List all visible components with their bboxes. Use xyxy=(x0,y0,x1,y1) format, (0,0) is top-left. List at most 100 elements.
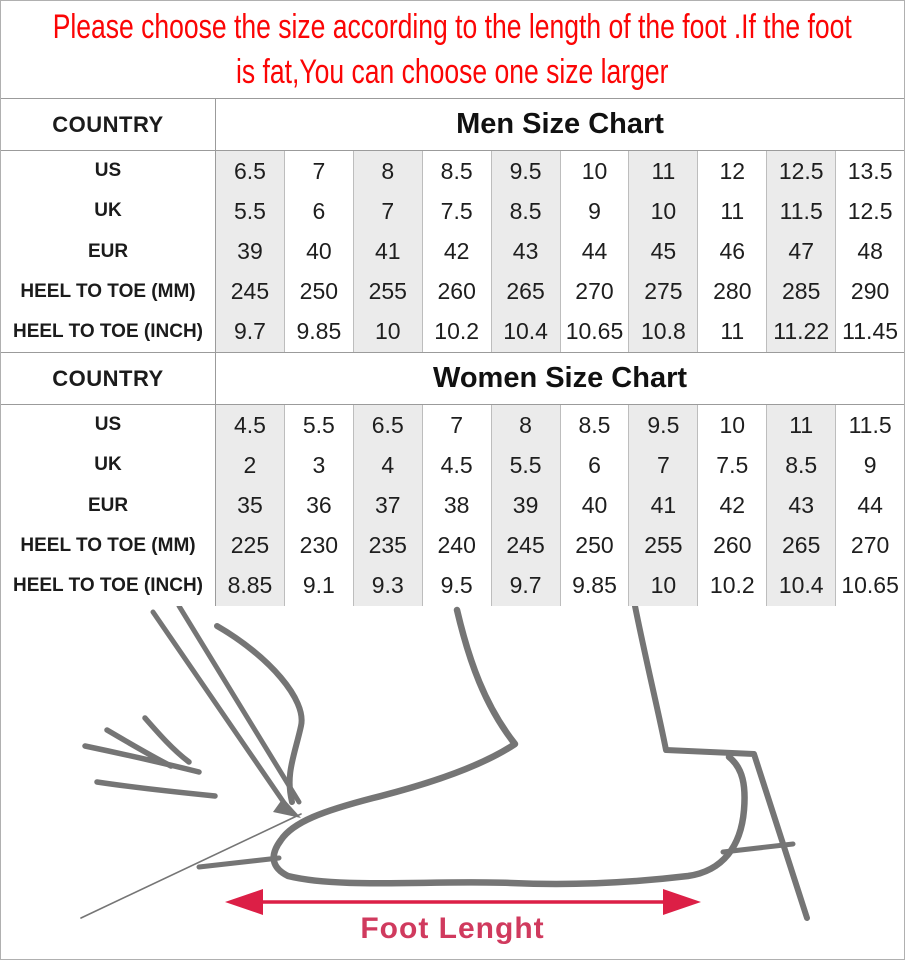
table-row: EUR 35 36 37 38 39 40 41 42 43 44 xyxy=(1,485,904,526)
size-value-cell: 250 xyxy=(559,525,629,566)
heel-mark-line xyxy=(720,841,796,855)
size-value-cell: 235 xyxy=(352,525,422,566)
row-values-heel-mm: 245 250 255 260 265 270 275 280 285 290 xyxy=(216,271,904,312)
pencil-tip xyxy=(273,798,301,818)
size-value-cell: 4.5 xyxy=(216,405,284,446)
women-table-title: Women Size Chart xyxy=(432,362,688,394)
country-header-cell: COUNTRY xyxy=(1,353,216,404)
foot-drawing xyxy=(80,603,810,921)
foot-length-arrow xyxy=(225,889,701,915)
size-value-cell: 9 xyxy=(559,191,629,232)
size-notice: Please choose the size according to the … xyxy=(1,1,904,98)
men-table-header: COUNTRY Men Size Chart xyxy=(1,99,904,151)
size-value-cell: 11.5 xyxy=(766,191,836,232)
size-value-cell: 8 xyxy=(352,151,422,192)
men-table-title: Men Size Chart xyxy=(456,108,664,140)
size-value-cell: 10.2 xyxy=(697,565,766,607)
size-value-cell: 39 xyxy=(490,485,560,526)
row-values-us: 6.5 7 8 8.5 9.5 10 11 12 12.5 13.5 xyxy=(216,151,904,192)
size-value-cell: 10 xyxy=(628,565,698,607)
size-value-cell: 11 xyxy=(766,405,836,446)
size-value-cell: 10.8 xyxy=(628,311,698,353)
table-row: US 6.5 7 8 8.5 9.5 10 11 12 12.5 13.5 xyxy=(1,151,904,192)
size-value-cell: 11 xyxy=(697,311,766,353)
size-value-cell: 270 xyxy=(559,271,629,312)
row-label-heel-inch: HEEL TO TOE (INCH) xyxy=(1,565,216,607)
notice-line-1: Please choose the size according to the … xyxy=(52,7,853,46)
size-value-cell: 36 xyxy=(283,485,353,526)
size-value-cell: 8.5 xyxy=(490,191,560,232)
size-value-cell: 10.2 xyxy=(421,311,491,353)
row-label-uk: UK xyxy=(1,191,216,232)
size-value-cell: 9.7 xyxy=(490,565,560,607)
size-value-cell: 9.85 xyxy=(283,311,353,353)
row-values-heel-inch: 9.7 9.85 10 10.2 10.4 10.65 10.8 11 11.22 11.45 xyxy=(216,311,904,353)
size-value-cell: 10.65 xyxy=(835,565,904,607)
notice-line-2: is fat,You can choose one size larger xyxy=(236,52,669,91)
size-value-cell: 245 xyxy=(216,271,284,312)
size-value-cell: 270 xyxy=(835,525,904,566)
size-value-cell: 45 xyxy=(628,231,698,272)
hand xyxy=(214,623,305,805)
table-row: HEEL TO TOE (INCH) 8.85 9.1 9.3 9.5 9.7 9.85 1… xyxy=(1,565,904,607)
row-label-us: US xyxy=(1,151,216,192)
size-value-cell: 48 xyxy=(835,231,904,272)
size-value-cell: 37 xyxy=(352,485,422,526)
size-value-cell: 39 xyxy=(216,231,284,272)
size-value-cell: 11 xyxy=(628,151,698,192)
country-header-cell: COUNTRY xyxy=(1,99,216,150)
size-value-cell: 265 xyxy=(766,525,836,566)
size-value-cell: 13.5 xyxy=(835,151,904,192)
size-value-cell: 250 xyxy=(283,271,353,312)
table-row: EUR 39 40 41 42 43 44 45 46 47 48 xyxy=(1,231,904,272)
size-value-cell: 6.5 xyxy=(216,151,284,192)
size-value-cell: 6 xyxy=(283,191,353,232)
size-value-cell: 10 xyxy=(559,151,629,192)
size-value-cell: 285 xyxy=(766,271,836,312)
size-value-cell: 7 xyxy=(283,151,353,192)
size-value-cell: 12 xyxy=(697,151,766,192)
size-value-cell: 10 xyxy=(697,405,766,446)
board-line xyxy=(80,813,302,919)
toe-mark-line xyxy=(196,855,282,870)
size-value-cell: 255 xyxy=(628,525,698,566)
size-value-cell: 9.1 xyxy=(283,565,353,607)
size-value-cell: 275 xyxy=(628,271,698,312)
men-size-table: COUNTRY Men Size Chart US 6.5 7 8 8.5 9.5 10 1… xyxy=(1,98,904,353)
row-values-uk: 5.5 6 7 7.5 8.5 9 10 11 11.5 12.5 xyxy=(216,191,904,232)
size-value-cell: 260 xyxy=(421,271,491,312)
men-table-body: US 6.5 7 8 8.5 9.5 10 11 12 12.5 13.5 UK 5.5 6 7 7.5… xyxy=(1,151,904,353)
size-value-cell: 41 xyxy=(352,231,422,272)
pencil xyxy=(150,603,302,813)
row-label-eur: EUR xyxy=(1,231,216,272)
foot-outline xyxy=(270,606,748,888)
table-row: US 4.5 5.5 6.5 7 8 8.5 9.5 10 11 11.5 xyxy=(1,405,904,446)
size-value-cell: 11.22 xyxy=(766,311,836,353)
size-value-cell: 6.5 xyxy=(352,405,422,446)
size-value-cell: 44 xyxy=(835,485,904,526)
row-label-heel-mm: HEEL TO TOE (MM) xyxy=(1,271,216,312)
size-value-cell: 9.5 xyxy=(490,151,560,192)
size-value-cell: 11.5 xyxy=(835,405,904,446)
size-value-cell: 11.45 xyxy=(835,311,904,353)
size-value-cell: 35 xyxy=(216,485,284,526)
table-row: HEEL TO TOE (INCH) 9.7 9.85 10 10.2 10.4 10.6… xyxy=(1,311,904,353)
size-value-cell: 7.5 xyxy=(697,445,766,486)
size-value-cell: 5.5 xyxy=(283,405,353,446)
size-value-cell: 43 xyxy=(766,485,836,526)
size-value-cell: 260 xyxy=(697,525,766,566)
size-value-cell: 40 xyxy=(559,485,629,526)
size-value-cell: 44 xyxy=(559,231,629,272)
size-value-cell: 8.5 xyxy=(559,405,629,446)
size-value-cell: 10 xyxy=(352,311,422,353)
row-values-heel-inch: 8.85 9.1 9.3 9.5 9.7 9.85 10 10.2 10.4 10.65 xyxy=(216,565,904,607)
row-label-uk: UK xyxy=(1,445,216,486)
size-value-cell: 290 xyxy=(835,271,904,312)
leg-back-line xyxy=(632,603,810,921)
size-value-cell: 255 xyxy=(352,271,422,312)
table-row: HEEL TO TOE (MM) 225 230 235 240 245 250 255 26… xyxy=(1,525,904,566)
women-size-table: COUNTRY Women Size Chart US 4.5 5.5 6.5 7 8 8… xyxy=(1,352,904,607)
size-value-cell: 5.5 xyxy=(490,445,560,486)
foot-measure-figure: Foot Lenght xyxy=(1,603,904,958)
size-value-cell: 7 xyxy=(421,405,491,446)
